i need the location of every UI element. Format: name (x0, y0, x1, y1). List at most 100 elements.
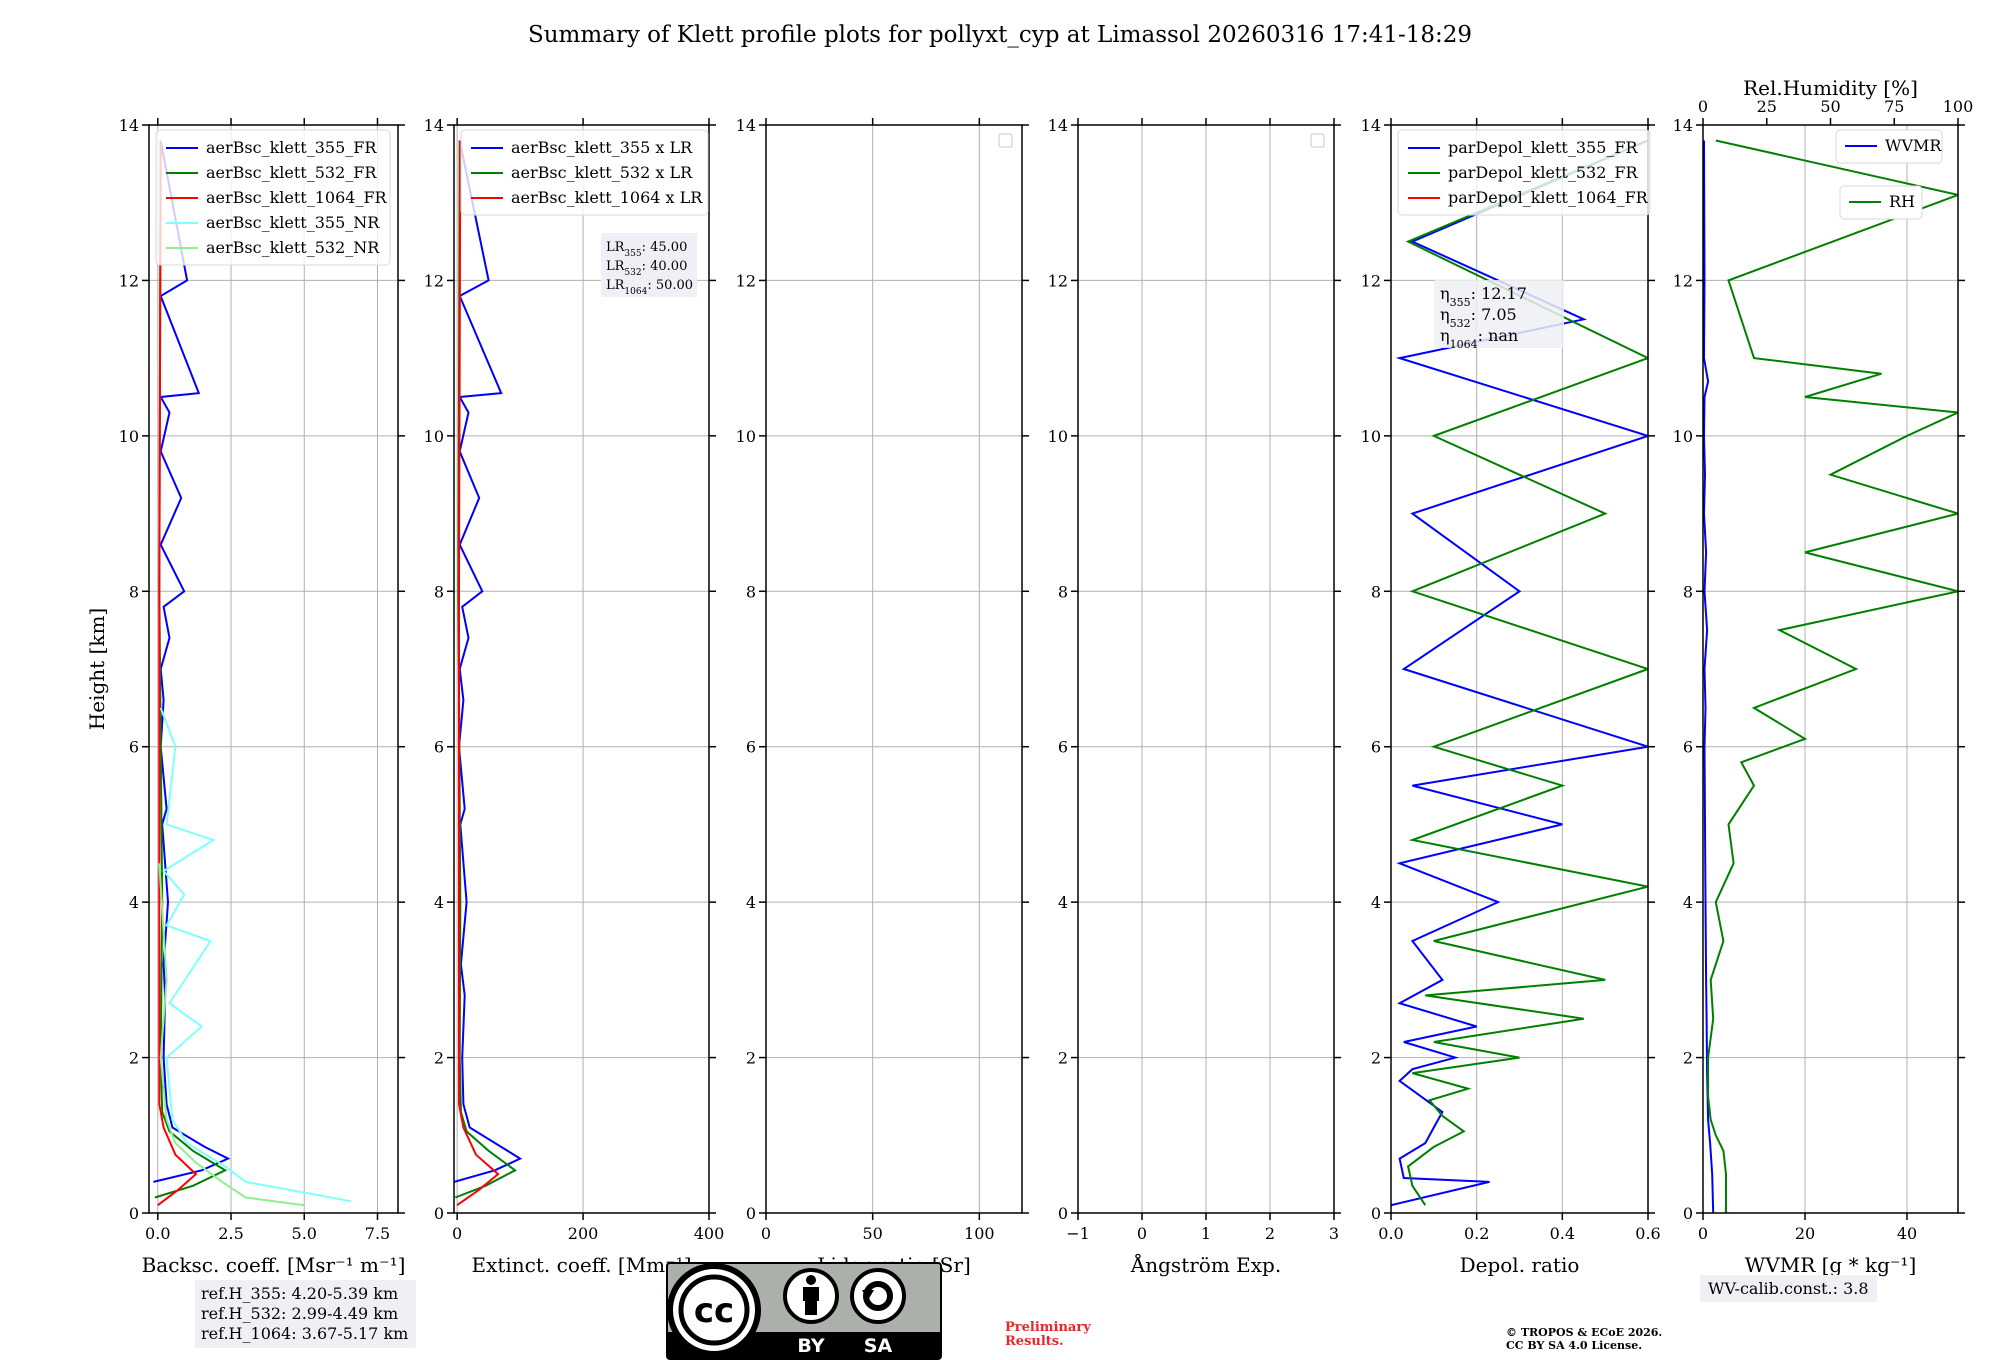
ytick-label-lr: 4 (746, 893, 756, 912)
ytick-label-wv: 4 (1683, 893, 1693, 912)
lr-annotation-2: LR1064: 50.00 (606, 278, 693, 297)
ytick-label-ext: 6 (434, 738, 444, 757)
ytick-label-ang: 8 (1058, 582, 1068, 601)
ytick-label-dep: 2 (1371, 1049, 1381, 1068)
ytick-label-wv: 6 (1683, 738, 1693, 757)
ytick-label-ang: 14 (1048, 116, 1068, 135)
xtick-label-dep: 0.4 (1550, 1224, 1575, 1243)
ytick-label-ext: 4 (434, 893, 444, 912)
top-x-axis-label-wv: Rel.Humidity [%] (1743, 76, 1918, 100)
ytick-label-bsc: 12 (119, 271, 139, 290)
xtick-label-bsc: 2.5 (218, 1224, 243, 1243)
series-group-bsc (153, 140, 352, 1207)
xtick-label-ang: 1 (1201, 1224, 1211, 1243)
series-group-ext (454, 140, 523, 1207)
lr-annotation-0: LR355: 45.00 (606, 240, 687, 259)
ytick-label-bsc: 0 (129, 1204, 139, 1223)
legend-label-bsc: aerBsc_klett_1064_FR (206, 188, 388, 207)
empty-legend-ang (1310, 133, 1325, 148)
legend-label-bsc: aerBsc_klett_355_NR (206, 213, 380, 232)
ytick-label-bsc: 4 (129, 893, 139, 912)
axes-frame-wv (1702, 124, 1959, 1214)
ytick-label-ang: 2 (1058, 1049, 1068, 1068)
series-line-bsc-0 (153, 140, 231, 1183)
xtick-label-lr: 100 (964, 1224, 995, 1243)
cc-license-logo: cc BY SA (666, 1262, 942, 1360)
svg-text:cc: cc (694, 1291, 734, 1331)
copyright-note: © TROPOS & ECoE 2026. CC BY SA 4.0 Licen… (1506, 1326, 1662, 1352)
panel-dep: 0 2 4 6 8 10 12 14 0.0 0.2 0.4 0.6 Depol. ratio parDe… (1361, 116, 1661, 1277)
x-axis-label-ang: Ångström Exp. (1130, 1252, 1281, 1277)
preliminary-line-2: Results. (1005, 1334, 1064, 1349)
ytick-label-dep: 4 (1371, 893, 1381, 912)
series-line-bsc-4 (158, 863, 305, 1207)
legend-label-wvmr: WVMR (1885, 136, 1942, 155)
ytick-label-ang: 4 (1058, 893, 1068, 912)
ytick-label-dep: 14 (1361, 116, 1381, 135)
ytick-label-wv: 0 (1683, 1204, 1693, 1223)
ytick-label-ext: 2 (434, 1049, 444, 1068)
series-group-wv (1703, 139, 1958, 1213)
legend-label-bsc: aerBsc_klett_532_FR (206, 163, 377, 182)
empty-legend-lr (998, 133, 1013, 148)
ytick-label-ext: 12 (424, 271, 444, 290)
series-line-ext-2 (456, 140, 500, 1207)
preliminary-note: Preliminary Results. (1005, 1321, 1091, 1349)
cc-by-label: BY (797, 1335, 824, 1357)
copyright-line-2: CC BY SA 4.0 License. (1506, 1339, 1643, 1352)
eta-annotation-1: η532: 7.05 (1440, 305, 1517, 330)
ytick-label-lr: 2 (746, 1049, 756, 1068)
ytick-label-ext: 8 (434, 582, 444, 601)
panel-lr: 02468101214050100Lidar ratio [Sr] (736, 116, 1029, 1277)
ytick-label-ext: 14 (424, 116, 444, 135)
xtick-label-lr: 0 (761, 1224, 771, 1243)
legend-box-bsc (155, 129, 391, 266)
top-xtick-label-wv: 100 (1943, 97, 1974, 116)
ytick-label-dep: 12 (1361, 271, 1381, 290)
cc-sa-label: SA (864, 1335, 893, 1357)
legend-label-dep: parDepol_klett_1064_FR (1448, 188, 1649, 207)
axes-frame-bsc (148, 124, 399, 1214)
ytick-label-ext: 0 (434, 1204, 444, 1223)
xtick-label-wv: 0 (1698, 1224, 1708, 1243)
series-line-bsc-2 (157, 140, 198, 1206)
ytick-label-wv: 2 (1683, 1049, 1693, 1068)
lr-annotation-1: LR532: 40.00 (606, 259, 687, 278)
series-line-ext-1 (454, 140, 517, 1199)
xtick-label-wv: 20 (1795, 1224, 1815, 1243)
top-xtick-label-wv: 25 (1757, 97, 1777, 116)
wv-calib-box: WV-calib.const.: 3.8 (1700, 1275, 1877, 1302)
ytick-label-dep: 8 (1371, 582, 1381, 601)
ytick-label-bsc: 8 (129, 582, 139, 601)
eta-annotation-0: η355: 12.17 (1440, 284, 1527, 309)
xtick-label-ang: −1 (1066, 1224, 1090, 1243)
panel-wv: 0 2 4 6 8 10 12 14 0 20 40 WVMR [g * kg⁻¹] 0 25 50 75 10… (1673, 76, 1974, 1277)
reference-height-box: ref.H_355: 4.20-5.39 km ref.H_532: 2.99-… (195, 1280, 416, 1348)
xtick-label-lr: 50 (862, 1224, 882, 1243)
ytick-label-dep: 0 (1371, 1204, 1381, 1223)
x-axis-label-bsc: Backsc. coeff. [Msr⁻¹ m⁻¹] (142, 1253, 406, 1277)
ytick-label-bsc: 6 (129, 738, 139, 757)
series-line-dep-0 (1391, 139, 1648, 1207)
ytick-label-wv: 10 (1673, 427, 1693, 446)
ytick-label-ang: 12 (1048, 271, 1068, 290)
ytick-label-wv: 12 (1673, 271, 1693, 290)
xtick-label-dep: 0.6 (1635, 1224, 1660, 1243)
legend-label-bsc: aerBsc_klett_355_FR (206, 138, 377, 157)
copyright-line-1: © TROPOS & ECoE 2026. (1506, 1326, 1663, 1339)
top-xtick-label-wv: 50 (1820, 97, 1840, 116)
lr-annotation-box (601, 233, 697, 297)
ytick-label-bsc: 14 (119, 116, 139, 135)
legend-label-bsc: aerBsc_klett_532_NR (206, 238, 380, 257)
xtick-label-dep: 0.2 (1464, 1224, 1489, 1243)
x-axis-label-dep: Depol. ratio (1460, 1253, 1580, 1277)
eta-annotation-2: η1064: nan (1440, 326, 1518, 351)
ytick-label-lr: 6 (746, 738, 756, 757)
xtick-label-ext: 400 (694, 1224, 725, 1243)
xtick-label-ang: 0 (1137, 1224, 1147, 1243)
legend-label-dep: parDepol_klett_532_FR (1448, 163, 1639, 182)
top-xtick-label-wv: 75 (1884, 97, 1904, 116)
xtick-label-dep: 0.0 (1378, 1224, 1403, 1243)
ytick-label-lr: 8 (746, 582, 756, 601)
